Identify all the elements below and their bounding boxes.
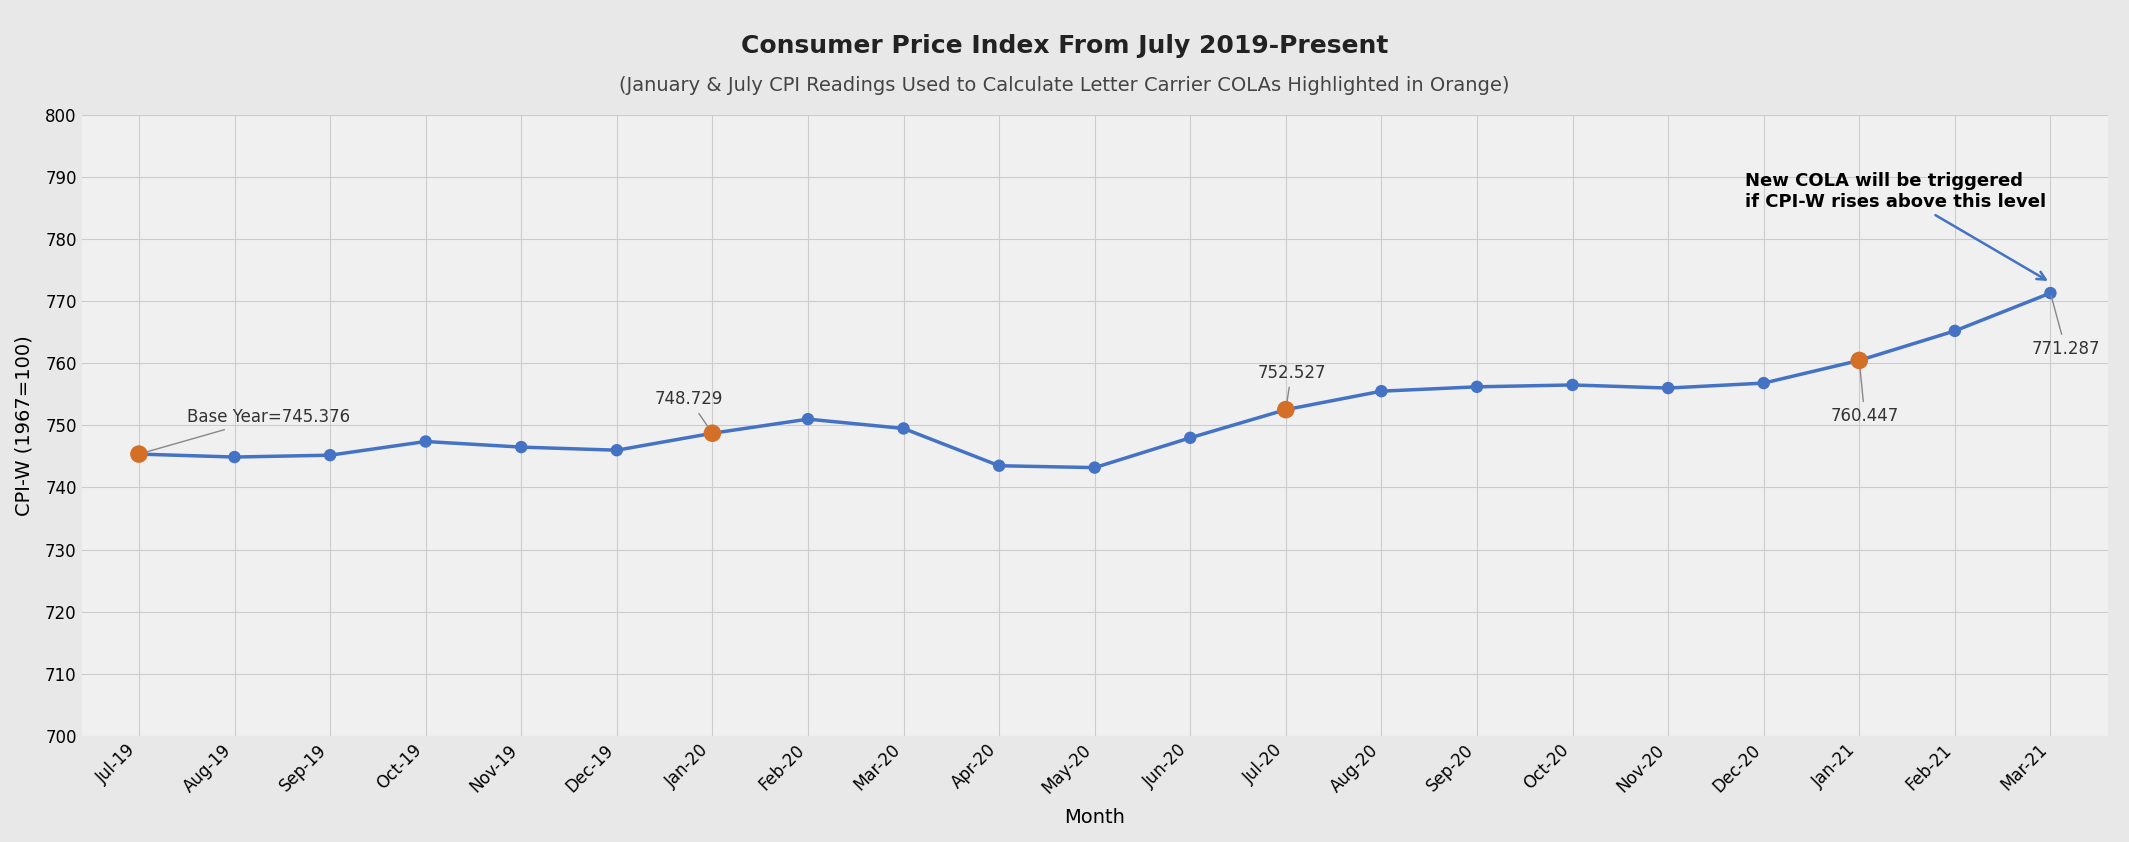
Text: 771.287: 771.287 (2031, 296, 2099, 358)
Text: New COLA will be triggered
if CPI-W rises above this level: New COLA will be triggered if CPI-W rise… (1744, 172, 2046, 280)
Point (600, 444, 634, 457)
Text: (January & July CPI Readings Used to Calculate Letter Carrier COLAs Highlighted : (January & July CPI Readings Used to Cal… (620, 76, 1509, 95)
Point (1842, 354, 1876, 367)
Y-axis label: CPI-W (1967=100): CPI-W (1967=100) (15, 335, 34, 515)
Text: 760.447: 760.447 (1831, 363, 1899, 425)
Point (217, 450, 251, 464)
Text: Base Year=745.376: Base Year=745.376 (143, 408, 349, 453)
Point (981, 459, 1016, 472)
Point (1652, 381, 1686, 395)
Text: 752.527: 752.527 (1256, 364, 1326, 407)
Point (1365, 385, 1399, 398)
Point (1746, 376, 1780, 390)
Text: Consumer Price Index From July 2019-Present: Consumer Price Index From July 2019-Pres… (741, 34, 1388, 58)
Point (1556, 378, 1590, 392)
Point (2033, 286, 2067, 300)
Point (505, 440, 539, 454)
Point (121, 447, 155, 461)
Point (1077, 461, 1111, 474)
Point (886, 422, 920, 435)
Point (409, 434, 443, 448)
Point (792, 413, 826, 426)
Point (1937, 324, 1971, 338)
X-axis label: Month: Month (1064, 808, 1124, 827)
Point (313, 449, 347, 462)
Point (1460, 380, 1495, 393)
Point (1269, 403, 1303, 417)
Text: 748.729: 748.729 (656, 391, 724, 431)
Point (1173, 431, 1207, 445)
Point (696, 427, 730, 440)
